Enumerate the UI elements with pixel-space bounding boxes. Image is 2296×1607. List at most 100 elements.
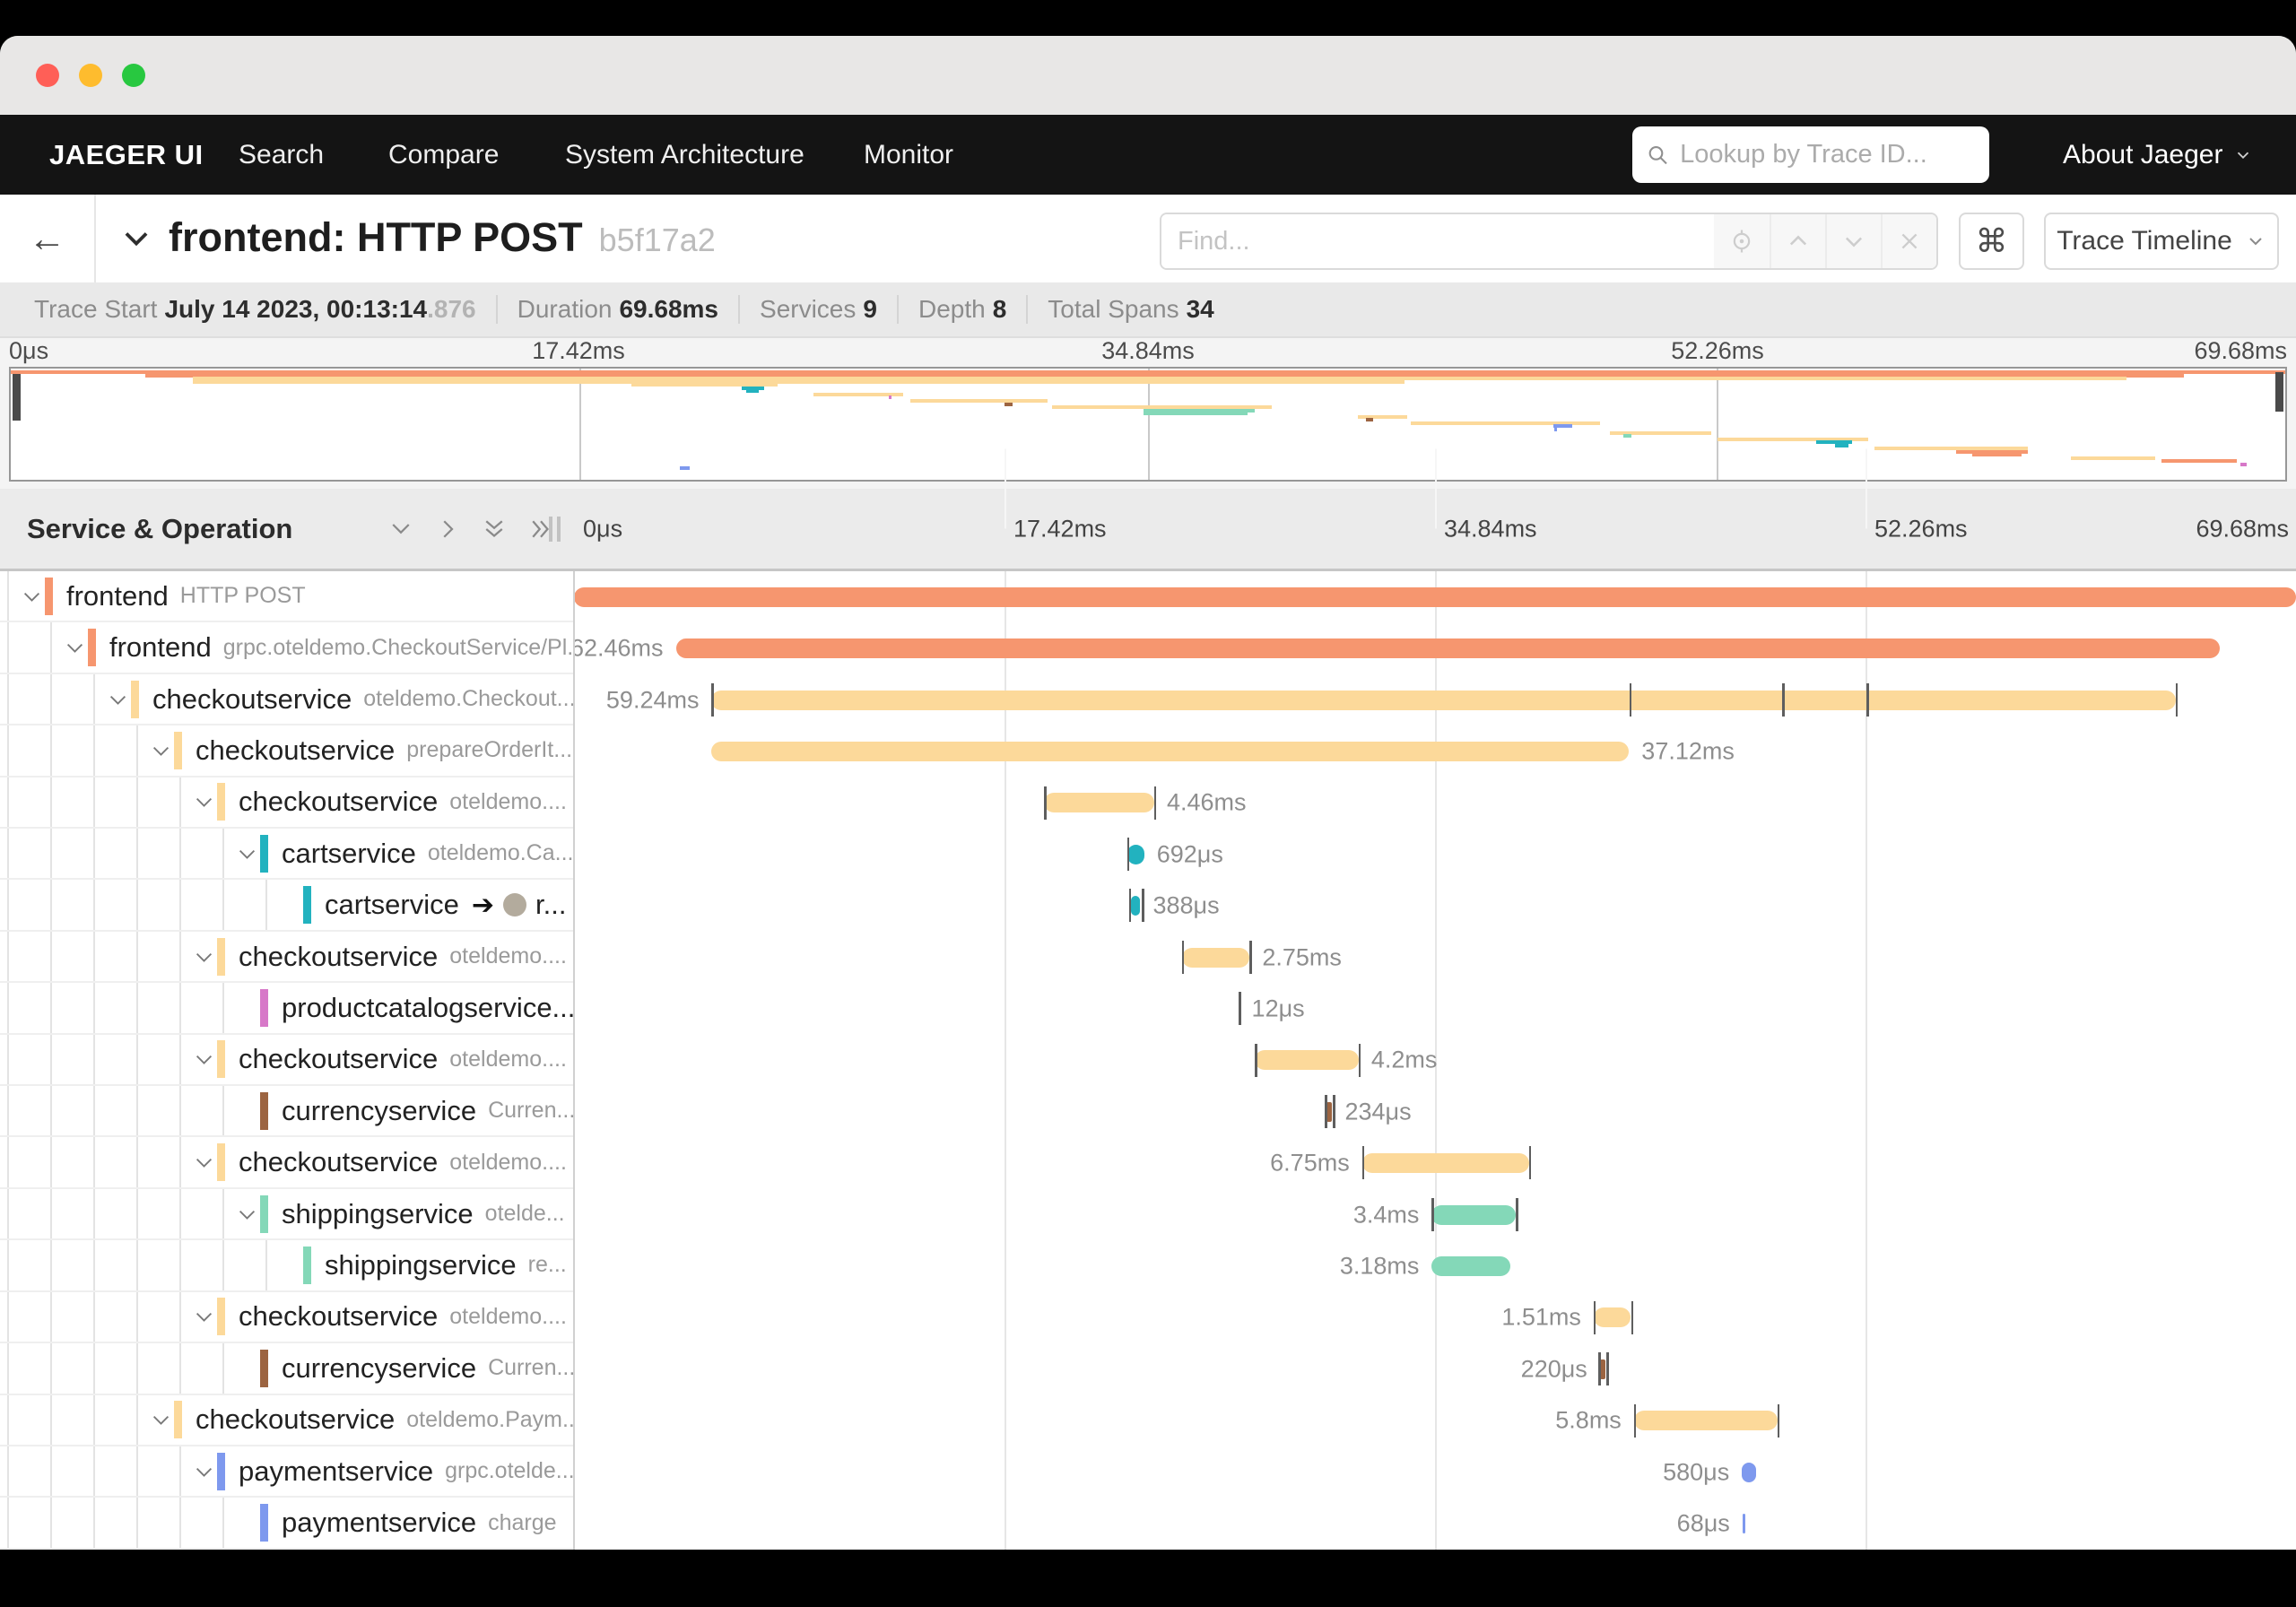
trace-minimap[interactable] xyxy=(9,367,2287,482)
span-row[interactable]: 2.75ms xyxy=(574,932,2296,983)
span-bar[interactable] xyxy=(1599,1359,1605,1379)
tree-row[interactable]: cartservice ➔ r... xyxy=(0,880,574,932)
nav-item-monitor[interactable]: Monitor xyxy=(864,139,954,169)
minimize-window-button[interactable] xyxy=(79,64,102,87)
tree-row[interactable]: currencyservice Curren... xyxy=(0,1086,574,1138)
span-bar[interactable] xyxy=(1431,1255,1511,1276)
close-window-button[interactable] xyxy=(36,64,59,87)
span-bar[interactable] xyxy=(1130,896,1141,916)
tree-row[interactable]: frontend grpc.oteldemo.CheckoutService/Pl… xyxy=(0,622,574,674)
span-bar[interactable] xyxy=(1431,1204,1517,1225)
trace-view-selector[interactable]: Trace Timeline xyxy=(2044,213,2279,270)
span-row[interactable]: 1.51ms xyxy=(574,1292,2296,1343)
row-collapse-chevron-icon[interactable] xyxy=(192,790,216,814)
tree-row[interactable]: paymentservice grpc.otelde... xyxy=(0,1446,574,1498)
span-row[interactable]: 388μs xyxy=(574,880,2296,931)
tree-row[interactable]: shippingservice re... xyxy=(0,1240,574,1292)
collapse-trace-chevron-icon[interactable] xyxy=(119,222,153,256)
row-collapse-chevron-icon[interactable] xyxy=(235,1202,259,1226)
tree-row[interactable]: cartservice oteldemo.Ca... xyxy=(0,829,574,881)
span-row[interactable]: 68μs xyxy=(574,1498,2296,1549)
minimap-left-scrubber[interactable] xyxy=(13,374,21,421)
span-row[interactable]: 220μs xyxy=(574,1343,2296,1394)
row-collapse-chevron-icon[interactable] xyxy=(106,687,130,711)
nav-item-search[interactable]: Search xyxy=(239,139,325,169)
column-divider[interactable] xyxy=(573,571,575,1550)
zoom-window-button[interactable] xyxy=(122,64,145,87)
row-collapse-chevron-icon[interactable] xyxy=(192,1151,216,1175)
row-collapse-chevron-icon[interactable] xyxy=(235,841,259,865)
span-bar[interactable] xyxy=(1181,947,1250,968)
tree-row[interactable]: frontend HTTP POST xyxy=(0,571,574,623)
row-collapse-chevron-icon[interactable] xyxy=(149,1408,173,1432)
span-bar[interactable] xyxy=(1742,1514,1745,1533)
span-row[interactable]: 580μs xyxy=(574,1446,2296,1498)
about-jaeger-menu[interactable]: About Jaeger xyxy=(2063,140,2253,170)
trace-id-lookup[interactable] xyxy=(1632,126,1989,183)
tree-row[interactable]: checkoutservice oteldemo.Checkout... xyxy=(0,673,574,726)
span-row[interactable] xyxy=(574,571,2296,622)
nav-item-compare[interactable]: Compare xyxy=(388,139,500,169)
tree-row[interactable]: checkoutservice oteldemo.... xyxy=(0,931,574,984)
jaeger-logo[interactable]: JAEGER UI xyxy=(49,138,204,170)
trace-id-input[interactable] xyxy=(1680,140,1975,169)
tree-row[interactable]: shippingservice otelde... xyxy=(0,1188,574,1241)
tree-row[interactable]: checkoutservice prepareOrderIt... xyxy=(0,725,574,777)
tree-row[interactable]: checkoutservice oteldemo.... xyxy=(0,1034,574,1087)
clear-find-button[interactable] xyxy=(1881,214,1936,268)
tree-row[interactable]: checkoutservice oteldemo.... xyxy=(0,1291,574,1344)
nav-item-system-architecture[interactable]: System Architecture xyxy=(565,139,804,169)
row-collapse-chevron-icon[interactable] xyxy=(20,584,44,608)
span-row[interactable]: 12μs xyxy=(574,983,2296,1034)
span-row[interactable]: 5.8ms xyxy=(574,1395,2296,1446)
column-resize-handle[interactable] xyxy=(549,516,561,542)
span-row[interactable]: 59.24ms xyxy=(574,674,2296,725)
span-row[interactable]: 62.46ms xyxy=(574,622,2296,673)
span-row[interactable]: 234μs xyxy=(574,1086,2296,1137)
chevron-down-icon[interactable] xyxy=(387,516,414,543)
span-bar[interactable] xyxy=(1742,1462,1757,1482)
row-collapse-chevron-icon[interactable] xyxy=(192,1305,216,1329)
back-button[interactable]: ← xyxy=(0,195,96,282)
tree-row[interactable]: checkoutservice oteldemo.Paym... xyxy=(0,1394,574,1446)
service-color-bar xyxy=(217,1298,225,1336)
row-collapse-chevron-icon[interactable] xyxy=(192,944,216,969)
chevron-right-icon[interactable] xyxy=(434,516,461,543)
span-bar[interactable] xyxy=(1361,1153,1529,1174)
next-match-button[interactable] xyxy=(1825,214,1881,268)
keyboard-shortcuts-button[interactable]: ⌘ xyxy=(1959,213,2024,270)
span-bar[interactable] xyxy=(1633,1411,1778,1431)
tree-row[interactable]: productcatalogservice... xyxy=(0,983,574,1035)
minimap-right-scrubber[interactable] xyxy=(2275,372,2283,412)
tree-row[interactable]: currencyservice Curren... xyxy=(0,1343,574,1395)
prev-match-button[interactable] xyxy=(1770,214,1825,268)
span-bar[interactable] xyxy=(1126,844,1144,864)
span-row[interactable]: 6.75ms xyxy=(574,1137,2296,1188)
double-chevron-down-icon[interactable] xyxy=(481,516,508,543)
tree-row[interactable]: paymentservice charge xyxy=(0,1498,574,1550)
span-bar[interactable] xyxy=(711,690,2176,710)
span-boundary-tick xyxy=(1255,1043,1257,1077)
double-chevron-right-icon[interactable] xyxy=(527,516,554,543)
find-input[interactable] xyxy=(1161,214,1714,268)
span-row[interactable]: 4.46ms xyxy=(574,777,2296,829)
span-row[interactable]: 3.18ms xyxy=(574,1240,2296,1291)
span-bar[interactable] xyxy=(675,638,2220,659)
span-row[interactable]: 692μs xyxy=(574,829,2296,880)
row-collapse-chevron-icon[interactable] xyxy=(192,1459,216,1483)
span-bar[interactable] xyxy=(1326,1101,1333,1122)
tree-row[interactable]: checkoutservice oteldemo.... xyxy=(0,1137,574,1189)
span-bar[interactable] xyxy=(574,586,2296,607)
span-bar[interactable] xyxy=(1593,1307,1631,1328)
span-bar[interactable] xyxy=(1044,793,1154,813)
span-row[interactable]: 4.2ms xyxy=(574,1035,2296,1086)
focus-match-button[interactable] xyxy=(1714,214,1770,268)
span-bar[interactable] xyxy=(711,741,1630,761)
span-row[interactable]: 37.12ms xyxy=(574,725,2296,777)
tree-row[interactable]: checkoutservice oteldemo.... xyxy=(0,777,574,830)
row-collapse-chevron-icon[interactable] xyxy=(63,636,87,660)
span-bar[interactable] xyxy=(1255,1050,1359,1071)
row-collapse-chevron-icon[interactable] xyxy=(149,738,173,762)
row-collapse-chevron-icon[interactable] xyxy=(192,1047,216,1072)
span-row[interactable]: 3.4ms xyxy=(574,1189,2296,1240)
